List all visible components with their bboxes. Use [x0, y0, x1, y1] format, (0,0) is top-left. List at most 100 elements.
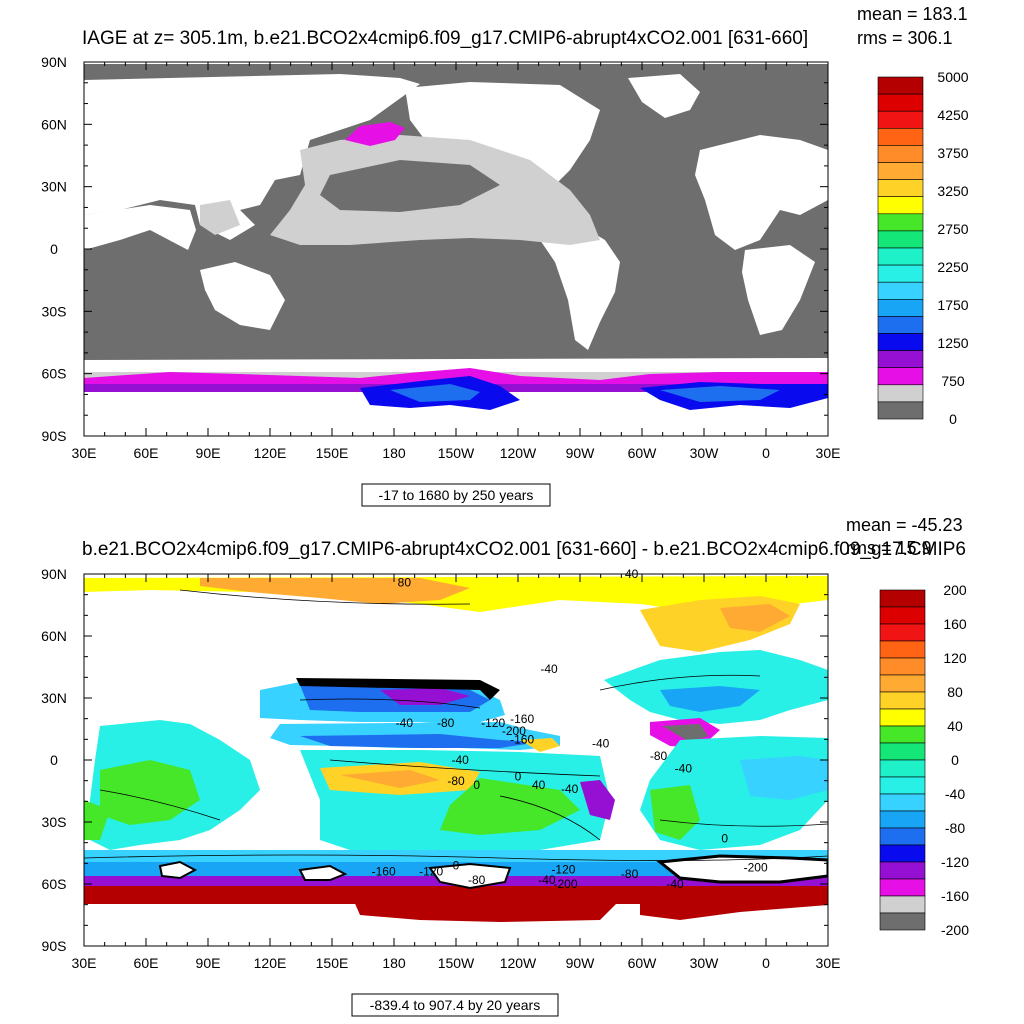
age-map-ticks: 30E 60E 90E 120E 150E 180 150W 120W 90W 60W 30W 0 30… [41, 54, 840, 461]
colorbar-swatch [879, 623, 926, 642]
colorbar-label: 120 [943, 650, 967, 666]
panel-difference-map: 30E 60E 90E 120E 150E 180 150W 120W 90W 60W 30W 0 30… [41, 515, 969, 1017]
lat-tick-label: 90S [42, 428, 67, 444]
lon-tick-label: 120E [254, 445, 287, 461]
lon-tick-label: 0 [762, 955, 770, 971]
colorbar-swatch [877, 162, 924, 180]
colorbar-label: 2750 [937, 221, 968, 237]
lon-tick-label: 120W [500, 955, 537, 971]
lon-tick-label: 120W [500, 445, 537, 461]
colorbar-swatch [879, 589, 926, 608]
contour-label: -160 [372, 865, 396, 879]
lon-tick-label: 150E [316, 955, 349, 971]
lon-tick-label: 150W [438, 445, 475, 461]
colorbar-label: 1750 [937, 297, 968, 313]
colorbar-label: 200 [943, 582, 967, 598]
lon-tick-label: 60W [628, 955, 658, 971]
colorbar-swatch [877, 230, 924, 249]
lat-tick-label: 60N [41, 116, 67, 132]
colorbar-label: 160 [943, 616, 967, 632]
colorbar-label: -200 [941, 922, 969, 938]
lon-tick-label: 30E [72, 955, 97, 971]
lon-tick-label: 120E [254, 955, 287, 971]
lat-tick-label: 60S [42, 366, 67, 382]
contour-label: -160 [510, 712, 534, 726]
difference-map-colorbar: -200 -160 -120 -80 -40 0 40 80 120 160 200 [879, 582, 969, 938]
difference-map-mean: mean = -45.23 [846, 515, 963, 535]
colorbar-swatch [879, 895, 926, 914]
contour-label: -80 [621, 867, 639, 881]
colorbar-swatch [877, 333, 924, 351]
lon-tick-label: 90E [196, 955, 221, 971]
contour-label: -40 [540, 662, 558, 676]
lon-tick-label: 60W [628, 445, 658, 461]
lat-tick-label: 90N [41, 54, 67, 70]
contour-label: 80 [398, 575, 412, 589]
contour-label: -80 [650, 749, 668, 763]
colorbar-label: -120 [941, 854, 969, 870]
colorbar-swatch [877, 401, 924, 420]
contour-label: 0 [721, 832, 728, 846]
contour-label: -40 [561, 782, 579, 796]
colorbar-swatch [877, 196, 924, 215]
lon-tick-label: 60E [134, 445, 159, 461]
contour-label: -200 [554, 877, 578, 891]
age-map-rms: rms = 306.1 [857, 28, 953, 48]
difference-map-range-note: -839.4 to 907.4 by 20 years [351, 993, 559, 1017]
lon-tick-label: 30W [690, 445, 720, 461]
lat-tick-label: 90S [42, 938, 67, 954]
colorbar-swatch [877, 281, 924, 300]
lon-tick-label: 30E [816, 445, 841, 461]
colorbar-label: 750 [941, 373, 965, 389]
colorbar-swatch [877, 350, 924, 369]
contour-label: -200 [744, 861, 768, 875]
contour-label: -160 [510, 732, 534, 746]
lon-tick-label: 30W [690, 955, 720, 971]
colorbar-label: -160 [941, 888, 969, 904]
colorbar-swatch [877, 76, 924, 95]
colorbar-swatch [879, 810, 926, 829]
colorbar-swatch [879, 844, 926, 863]
lon-tick-label: 60E [134, 955, 159, 971]
contour-label: 0 [515, 770, 522, 784]
colorbar-swatch [879, 708, 926, 727]
age-map-colorbar: 0 750 1250 1750 2250 2750 3250 3750 4250 5000 [877, 69, 969, 427]
contour-label: -80 [437, 716, 455, 730]
lat-tick-label: 30N [41, 179, 67, 195]
contour-label: 40 [625, 567, 639, 581]
colorbar-label: 2250 [937, 259, 968, 275]
contour-label: -200 [502, 724, 526, 738]
lat-tick-label: 0 [50, 241, 58, 257]
lon-tick-label: 0 [762, 445, 770, 461]
lon-tick-label: 90W [566, 955, 596, 971]
lat-tick-label: 30N [41, 690, 67, 706]
colorbar-swatch [877, 128, 924, 146]
contour-label: 0 [473, 778, 480, 792]
age-map-title: IAGE at z= 305.1m, b.e21.BCO2x4cmip6.f09… [82, 28, 808, 49]
lat-tick-label: 90N [41, 566, 67, 582]
colorbar-swatch [879, 674, 926, 693]
colorbar-label: -80 [945, 820, 965, 836]
colorbar-label: 1250 [937, 335, 968, 351]
colorbar-swatch [879, 640, 926, 659]
lon-tick-label: 150W [438, 955, 475, 971]
colorbar-swatch [879, 861, 926, 880]
colorbar-swatch [879, 827, 926, 846]
difference-map-field [84, 574, 828, 946]
colorbar-swatch [879, 725, 926, 744]
colorbar-swatch [877, 367, 924, 386]
lat-tick-label: 60N [41, 628, 67, 644]
colorbar-label: -40 [945, 786, 965, 802]
contour-label: -120 [481, 716, 505, 730]
contour-label: 0 [453, 859, 460, 873]
difference-map-title: b.e21.BCO2x4cmip6.f09_g17.CMIP6-abrupt4x… [82, 539, 966, 560]
difference-map-ticks: 30E 60E 90E 120E 150E 180 150W 120W 90W 60W 30W 0 30… [41, 566, 840, 971]
lat-tick-label: 30S [42, 814, 67, 830]
colorbar-swatch [877, 145, 924, 163]
colorbar-swatch [877, 298, 924, 317]
lon-tick-label: 30E [816, 955, 841, 971]
colorbar-label: 4250 [937, 107, 968, 123]
panel-age-map: 30E 60E 90E 120E 150E 180 150W 120W 90W 60W 30W 0 30… [41, 4, 969, 507]
lon-tick-label: 180 [382, 955, 406, 971]
